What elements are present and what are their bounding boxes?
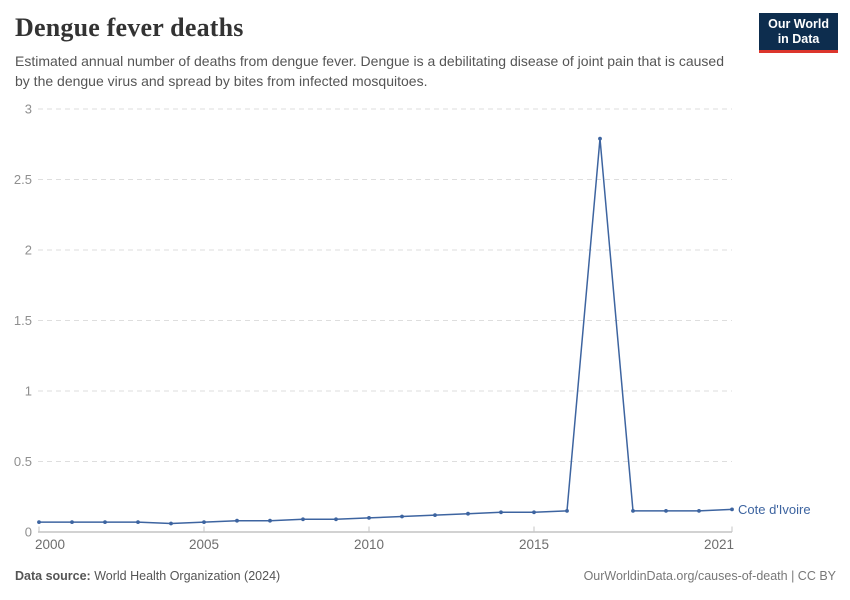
footer-citation-link[interactable]: OurWorldinData.org/causes-of-death | CC … bbox=[583, 569, 836, 583]
data-point[interactable] bbox=[268, 518, 272, 523]
series-line[interactable] bbox=[39, 137, 733, 525]
data-point[interactable] bbox=[631, 509, 635, 513]
x-tick-label: 2021 bbox=[704, 537, 734, 552]
data-point[interactable] bbox=[301, 517, 305, 522]
y-tick-label: 0.5 bbox=[14, 454, 32, 469]
y-tick-label: 1 bbox=[25, 384, 32, 399]
data-point[interactable] bbox=[664, 509, 668, 513]
y-tick-label: 2.5 bbox=[14, 172, 32, 187]
data-point[interactable] bbox=[730, 507, 734, 512]
data-point[interactable] bbox=[532, 510, 536, 515]
data-point[interactable] bbox=[334, 517, 338, 522]
entity-label[interactable]: Cote d'Ivoire bbox=[738, 502, 811, 517]
data-point[interactable] bbox=[70, 520, 74, 524]
owid-logo-line1: Our World bbox=[768, 17, 829, 31]
chart-title: Dengue fever deaths bbox=[15, 13, 244, 42]
y-tick-label: 0 bbox=[25, 525, 32, 540]
data-point[interactable] bbox=[499, 510, 503, 515]
data-point[interactable] bbox=[697, 509, 701, 513]
data-point[interactable] bbox=[202, 520, 206, 524]
y-tick-label: 3 bbox=[25, 102, 32, 117]
data-point[interactable] bbox=[400, 514, 404, 519]
data-point[interactable] bbox=[136, 520, 140, 524]
data-source-value: World Health Organization (2024) bbox=[90, 569, 281, 583]
x-tick-label: 2010 bbox=[354, 537, 384, 552]
data-point[interactable] bbox=[37, 520, 41, 524]
data-point[interactable] bbox=[598, 136, 602, 141]
y-tick-label: 1.5 bbox=[14, 313, 32, 328]
data-source-label: Data source: bbox=[15, 569, 91, 583]
data-point[interactable] bbox=[433, 513, 437, 517]
data-point[interactable] bbox=[103, 520, 107, 524]
data-point[interactable] bbox=[466, 511, 470, 516]
data-source: Data source: World Health Organization (… bbox=[15, 569, 280, 583]
chart-subtitle: Estimated annual number of deaths from d… bbox=[15, 53, 725, 89]
x-tick-label: 2015 bbox=[519, 537, 549, 552]
data-point[interactable] bbox=[565, 509, 569, 513]
x-tick-label: 2000 bbox=[35, 537, 65, 552]
x-tick-label: 2005 bbox=[189, 537, 219, 552]
y-tick-label: 2 bbox=[25, 243, 32, 258]
data-point[interactable] bbox=[169, 521, 173, 526]
owid-logo[interactable]: Our World in Data bbox=[759, 13, 838, 53]
owid-logo-line2: in Data bbox=[777, 32, 820, 46]
data-point[interactable] bbox=[367, 516, 371, 520]
data-point[interactable] bbox=[235, 518, 239, 523]
